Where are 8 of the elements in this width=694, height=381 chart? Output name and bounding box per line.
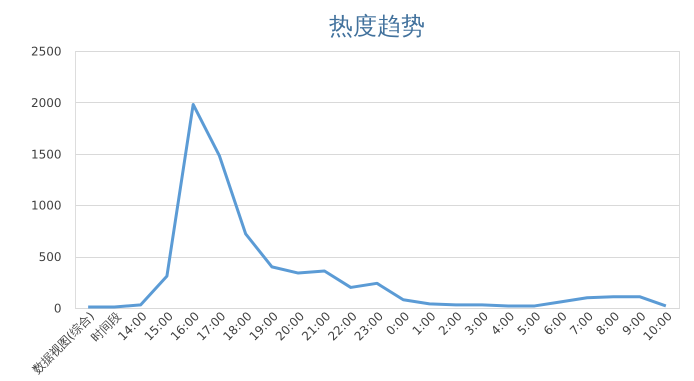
y-tick-label: 2500 bbox=[30, 44, 62, 58]
y-tick-label: 1000 bbox=[30, 198, 62, 213]
y-tick-label: 1500 bbox=[30, 147, 62, 162]
chart-title: 热度趋势 bbox=[329, 12, 425, 40]
line-series bbox=[86, 102, 668, 308]
y-tick-label: 2000 bbox=[30, 96, 62, 110]
y-tick-label: 0 bbox=[54, 302, 62, 316]
y-tick-label: 500 bbox=[38, 250, 62, 264]
